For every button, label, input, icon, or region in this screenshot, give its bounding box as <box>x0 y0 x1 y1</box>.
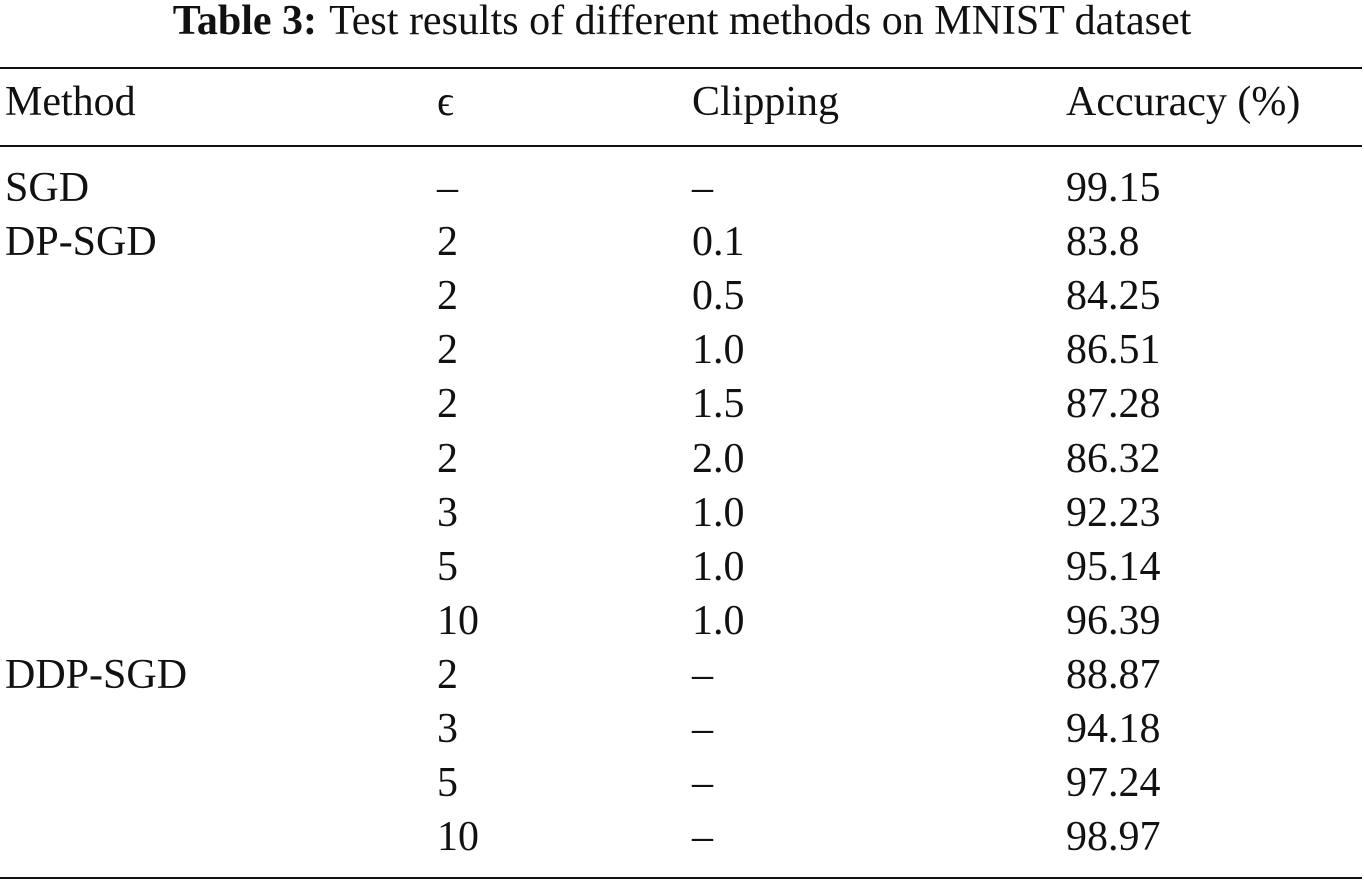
table-cell: 84.25 <box>1066 273 1161 320</box>
table-cell: 83.8 <box>1066 219 1140 266</box>
table-cell: 86.51 <box>1066 327 1161 374</box>
table-cell: – <box>692 651 713 698</box>
table-cell: 10 <box>437 814 479 861</box>
header-cell: Method <box>5 79 136 125</box>
table-cell: 87.28 <box>1066 381 1161 428</box>
table-cell: – <box>692 706 713 752</box>
table-cell: – <box>692 814 713 861</box>
header-cell: Accuracy (%) <box>1066 79 1301 125</box>
top-rule <box>0 67 1362 69</box>
table-cell: 2 <box>437 651 458 698</box>
table-cell: – <box>692 165 713 211</box>
table-cell: DDP-SGD <box>5 651 188 698</box>
table-cell: 86.32 <box>1066 435 1161 482</box>
table-cell: 95.14 <box>1066 543 1161 590</box>
table-cell: 98.97 <box>1066 814 1161 861</box>
table-cell: 99.15 <box>1066 165 1161 211</box>
table-cell: 96.39 <box>1066 597 1161 644</box>
table-cell: 94.18 <box>1066 706 1161 752</box>
table-cell: 2 <box>437 219 458 266</box>
caption-label: Table 3: <box>172 0 318 44</box>
table-cell: 2 <box>437 273 458 320</box>
table-cell: 1.0 <box>692 489 745 536</box>
header-cell: Clipping <box>692 79 840 125</box>
mid-rule <box>0 145 1362 147</box>
table-cell: – <box>692 760 713 807</box>
table-cell: 97.24 <box>1066 760 1161 807</box>
bottom-rule <box>0 877 1362 879</box>
table-cell: 2 <box>437 435 458 482</box>
table-cell: 88.87 <box>1066 651 1161 698</box>
table-cell: SGD <box>5 165 90 211</box>
table-cell: 1.0 <box>692 327 745 374</box>
table-cell: 3 <box>437 489 458 536</box>
table-cell: 1.5 <box>692 381 745 428</box>
table-cell: 0.5 <box>692 273 745 320</box>
table-cell: DP-SGD <box>5 219 157 266</box>
table-cell: 92.23 <box>1066 489 1161 536</box>
table-cell: – <box>437 165 458 211</box>
table-cell: 1.0 <box>692 597 745 644</box>
table-cell: 5 <box>437 760 458 807</box>
caption-text: Test results of different methods on MNI… <box>329 0 1192 44</box>
table-cell: 1.0 <box>692 543 745 590</box>
table-cell: 2 <box>437 327 458 374</box>
table-cell: 2.0 <box>692 435 745 482</box>
table-cell: 3 <box>437 706 458 752</box>
table-cell: 5 <box>437 543 458 590</box>
table-cell: 2 <box>437 381 458 428</box>
table-cell: 0.1 <box>692 219 745 266</box>
header-cell: ϵ <box>437 79 455 125</box>
table-caption: Table 3: Test results of different method… <box>0 0 1364 46</box>
table-cell: 10 <box>437 597 479 644</box>
